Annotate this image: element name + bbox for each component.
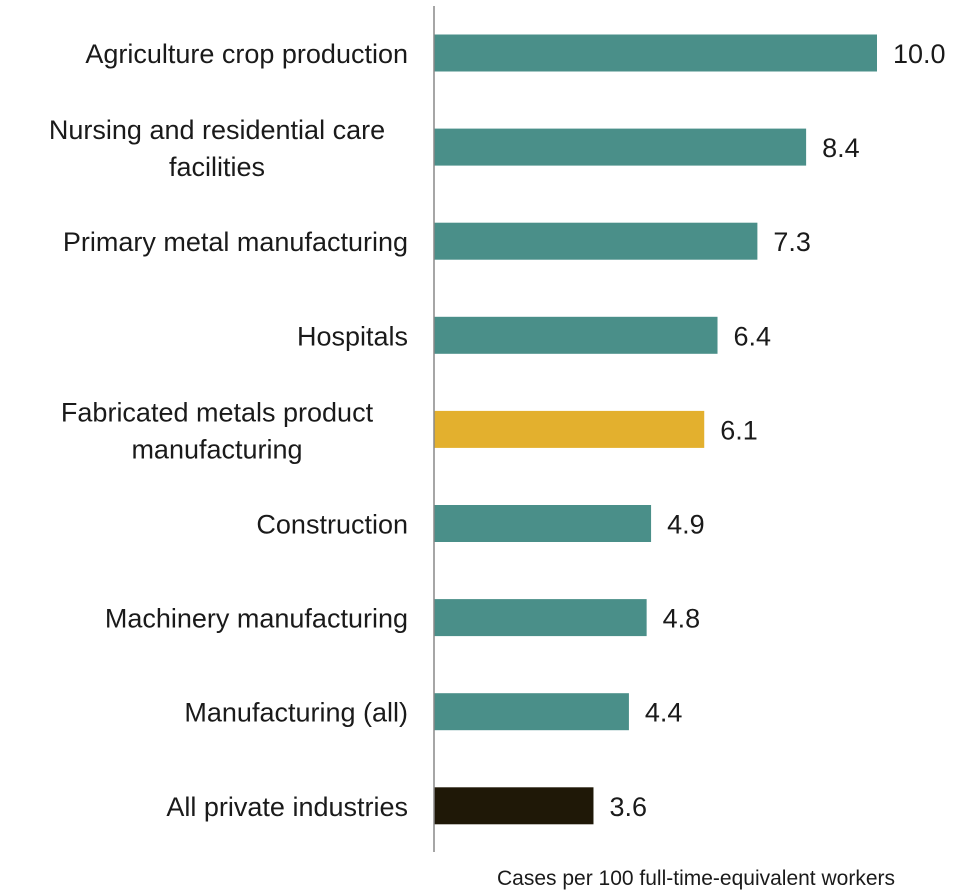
category-labels-group: Agriculture crop production Nursing and r… (49, 39, 408, 822)
value-label: 8.4 (822, 133, 860, 163)
category-label: Construction (256, 510, 408, 540)
value-label: 6.4 (734, 321, 772, 351)
bars-group (434, 34, 877, 825)
x-axis-label: Cases per 100 full-time-equivalent worke… (497, 867, 895, 890)
category-label: Manufacturing (all) (184, 698, 408, 728)
value-label: 3.6 (609, 792, 647, 822)
bar (434, 693, 629, 731)
bar (434, 787, 594, 825)
bar (434, 505, 652, 542)
value-label: 6.1 (720, 415, 758, 445)
value-label: 4.4 (645, 698, 683, 728)
category-label: Fabricated metals product manufacturing (61, 397, 374, 464)
value-labels-group: 10.0 8.4 7.3 6.4 6.1 4.9 4.8 4.4 3.6 (609, 39, 945, 822)
category-label: Machinery manufacturing (105, 604, 408, 634)
value-label: 4.8 (663, 604, 701, 634)
value-label: 4.9 (667, 510, 705, 540)
category-label: Hospitals (297, 321, 408, 351)
value-label: 7.3 (773, 227, 811, 257)
category-label: All private industries (166, 792, 408, 822)
category-label: Nursing and residential care facilities (49, 115, 385, 182)
bar (434, 34, 877, 72)
category-label: Primary metal manufacturing (63, 227, 408, 257)
bar (434, 599, 647, 637)
bar (434, 316, 718, 354)
bar (434, 410, 705, 448)
value-label: 10.0 (893, 39, 946, 69)
category-label: Agriculture crop production (85, 39, 408, 69)
bar (434, 128, 807, 166)
bar (434, 222, 758, 260)
